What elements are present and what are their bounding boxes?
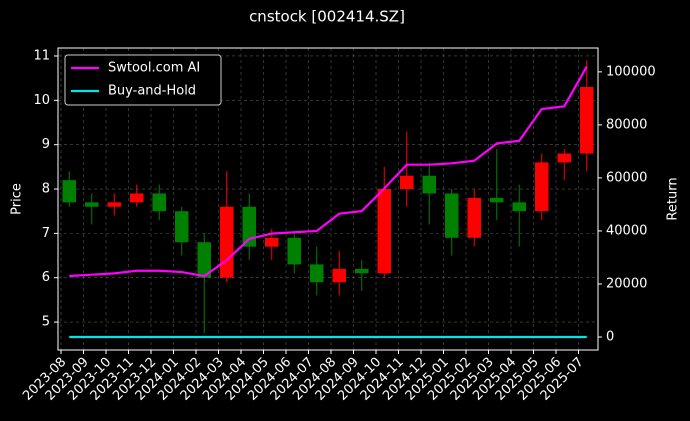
candle-body (197, 242, 211, 278)
candle-body (580, 87, 594, 154)
candle-body (85, 202, 99, 207)
y-tick-label: 8 (42, 182, 50, 197)
y-tick-label: 11 (33, 48, 50, 63)
return-line (69, 66, 588, 278)
y-tick-label: 10 (33, 93, 50, 108)
candle-body (62, 180, 76, 203)
legend-label: Buy-and-Hold (108, 84, 196, 99)
candle-body (310, 264, 324, 283)
candle-body (535, 162, 549, 212)
y-tick-label: 6 (42, 270, 50, 285)
y-tick-label: 9 (42, 137, 50, 152)
legend-box (64, 54, 222, 106)
candle-body (512, 202, 526, 212)
candle-body (467, 197, 481, 238)
candle-body (242, 206, 256, 247)
candle-body (445, 193, 459, 238)
y2-tick-label: 20000 (606, 276, 647, 291)
legend: Swtool.com AI Buy-and-Hold (64, 54, 222, 106)
candle-body (377, 189, 391, 274)
candle-body (220, 206, 234, 278)
y-tick-label: 7 (42, 226, 50, 241)
candle-body (490, 197, 504, 203)
candle-body (400, 175, 414, 190)
y2-axis-label: Return (666, 177, 681, 220)
candle-body (265, 237, 279, 247)
y-tick-label: 5 (42, 315, 50, 330)
candle-body (152, 193, 166, 212)
candle-body (355, 268, 369, 274)
candle-body (175, 211, 189, 243)
legend-label: Swtool.com AI (108, 61, 200, 76)
y2-tick-label: 80000 (606, 117, 647, 132)
y2-tick-label: 60000 (606, 170, 647, 185)
candle-body (557, 153, 571, 163)
candle-body (422, 175, 436, 194)
candle-body (130, 193, 144, 203)
candle-body (107, 202, 121, 207)
chart-title: cnstock [002414.SZ] (249, 8, 405, 26)
candle-body (332, 268, 346, 283)
candle-body (287, 237, 301, 265)
y2-tick-label: 40000 (606, 223, 647, 238)
y2-tick-label: 100000 (606, 64, 656, 79)
y-axis-label: Price (10, 183, 25, 215)
plot-frame (57, 47, 599, 351)
y2-tick-label: 0 (606, 330, 614, 345)
